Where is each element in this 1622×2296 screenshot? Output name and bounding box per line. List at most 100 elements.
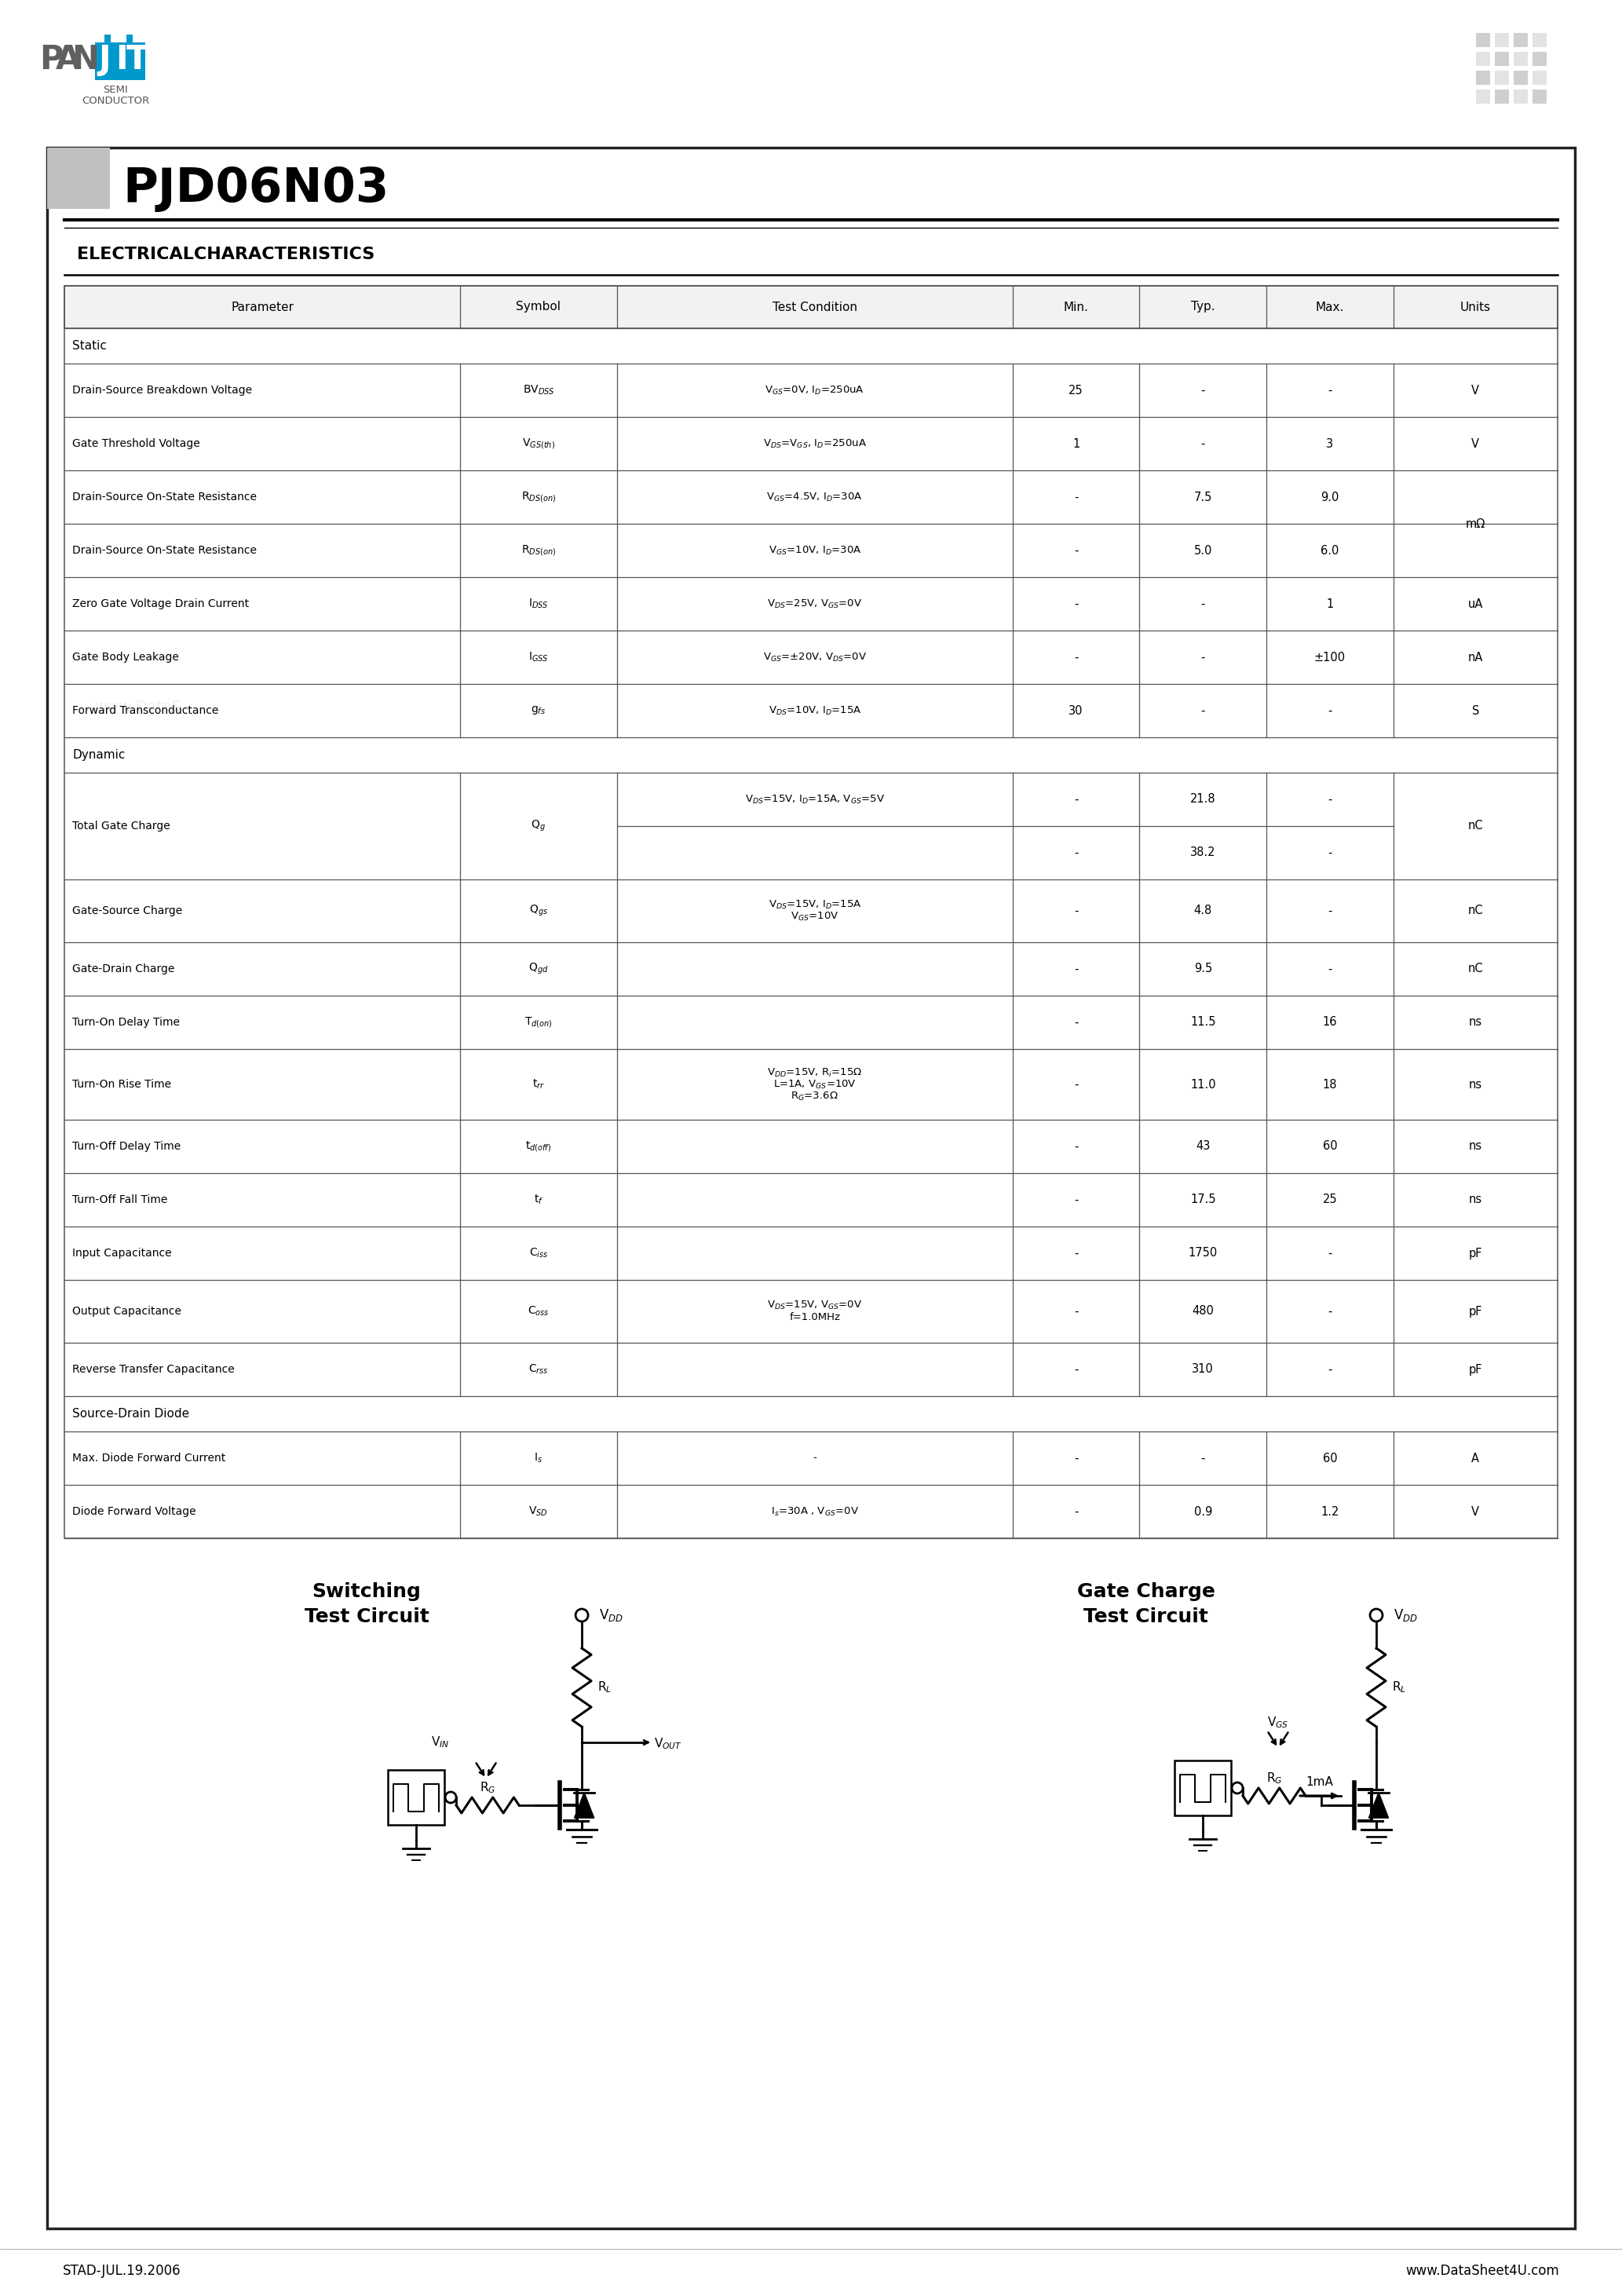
Text: -: - xyxy=(1200,597,1205,611)
Text: Test Circuit: Test Circuit xyxy=(1083,1607,1208,1626)
Text: 9.0: 9.0 xyxy=(1320,491,1340,503)
Text: Q$_{gd}$: Q$_{gd}$ xyxy=(529,962,548,976)
Text: 0.9: 0.9 xyxy=(1194,1506,1212,1518)
Text: Input Capacitance: Input Capacitance xyxy=(73,1247,172,1258)
Text: -: - xyxy=(1074,491,1079,503)
Bar xyxy=(1533,90,1547,103)
Text: Units: Units xyxy=(1460,301,1491,312)
Text: 1mA: 1mA xyxy=(1306,1775,1333,1789)
Text: Source-Drain Diode: Source-Drain Diode xyxy=(73,1407,190,1419)
Text: Test Condition: Test Condition xyxy=(772,301,856,312)
Text: C$_{iss}$: C$_{iss}$ xyxy=(529,1247,548,1261)
Text: V$_{DD}$: V$_{DD}$ xyxy=(1393,1607,1418,1623)
Bar xyxy=(47,147,110,209)
Text: Output Capacitance: Output Capacitance xyxy=(73,1306,182,1318)
Text: Total Gate Charge: Total Gate Charge xyxy=(73,820,170,831)
Bar xyxy=(1533,32,1547,48)
Text: 17.5: 17.5 xyxy=(1191,1194,1216,1205)
Text: Q$_g$: Q$_g$ xyxy=(530,820,547,833)
Text: Turn-Off Delay Time: Turn-Off Delay Time xyxy=(73,1141,180,1153)
Bar xyxy=(65,285,1557,328)
Text: 1: 1 xyxy=(1072,439,1080,450)
Text: uA: uA xyxy=(1468,597,1483,611)
Text: V$_{GS}$=4.5V, I$_D$=30A: V$_{GS}$=4.5V, I$_D$=30A xyxy=(767,491,863,503)
Text: R$_{DS(on)}$: R$_{DS(on)}$ xyxy=(521,489,556,505)
Text: -: - xyxy=(1074,1247,1079,1258)
Text: -: - xyxy=(1074,1194,1079,1205)
Text: -: - xyxy=(1328,705,1332,716)
Text: CONDUCTOR: CONDUCTOR xyxy=(81,96,149,106)
Text: 16: 16 xyxy=(1322,1017,1337,1029)
Text: Max. Diode Forward Current: Max. Diode Forward Current xyxy=(73,1453,225,1463)
Text: -: - xyxy=(1074,1364,1079,1375)
Text: -: - xyxy=(1074,847,1079,859)
Bar xyxy=(1476,71,1491,85)
Bar xyxy=(1476,32,1491,48)
Text: Dynamic: Dynamic xyxy=(73,748,125,760)
Text: -: - xyxy=(1074,597,1079,611)
Text: I: I xyxy=(115,44,128,76)
Text: 310: 310 xyxy=(1192,1364,1213,1375)
Text: V: V xyxy=(1471,1506,1479,1518)
Text: V$_{DS}$=V$_{GS}$, I$_D$=250uA: V$_{DS}$=V$_{GS}$, I$_D$=250uA xyxy=(762,439,866,450)
Text: -: - xyxy=(1200,383,1205,397)
Text: 6.0: 6.0 xyxy=(1320,544,1340,556)
Text: nC: nC xyxy=(1468,962,1483,976)
Text: V$_{GS}$=10V: V$_{GS}$=10V xyxy=(790,912,839,923)
Text: R$_G$=3.6Ω: R$_G$=3.6Ω xyxy=(792,1091,839,1102)
Text: R$_G$: R$_G$ xyxy=(1267,1770,1283,1786)
Text: V$_{GS}$: V$_{GS}$ xyxy=(1267,1715,1289,1731)
Text: V$_{OUT}$: V$_{OUT}$ xyxy=(654,1736,683,1752)
Bar xyxy=(388,1770,444,1825)
Text: Gate Charge: Gate Charge xyxy=(1077,1582,1215,1600)
Polygon shape xyxy=(574,1793,594,1818)
Text: 21.8: 21.8 xyxy=(1191,794,1216,806)
Text: V: V xyxy=(1471,439,1479,450)
Text: -: - xyxy=(1328,847,1332,859)
Bar xyxy=(1476,90,1491,103)
Bar xyxy=(1513,53,1528,67)
Text: Gate-Source Charge: Gate-Source Charge xyxy=(73,905,182,916)
Bar xyxy=(104,34,110,41)
Text: -: - xyxy=(1200,705,1205,716)
Text: R$_{DS(on)}$: R$_{DS(on)}$ xyxy=(521,544,556,558)
Text: Typ.: Typ. xyxy=(1191,301,1215,312)
Bar xyxy=(1174,1761,1231,1816)
Bar xyxy=(1476,53,1491,67)
Text: A: A xyxy=(1471,1453,1479,1465)
Text: nC: nC xyxy=(1468,905,1483,916)
Text: 3: 3 xyxy=(1327,439,1333,450)
Text: V$_{GS(th)}$: V$_{GS(th)}$ xyxy=(522,436,555,450)
Text: ns: ns xyxy=(1470,1079,1483,1091)
Text: 1.2: 1.2 xyxy=(1320,1506,1340,1518)
Text: Min.: Min. xyxy=(1064,301,1088,312)
Text: f=1.0MHz: f=1.0MHz xyxy=(790,1311,840,1322)
Bar xyxy=(1495,53,1508,67)
Text: Turn-Off Fall Time: Turn-Off Fall Time xyxy=(73,1194,167,1205)
Text: 7.5: 7.5 xyxy=(1194,491,1212,503)
Text: Max.: Max. xyxy=(1315,301,1345,312)
Text: I$_{GSS}$: I$_{GSS}$ xyxy=(529,650,548,664)
Text: Gate Body Leakage: Gate Body Leakage xyxy=(73,652,178,664)
Text: L=1A, V$_{GS}$=10V: L=1A, V$_{GS}$=10V xyxy=(774,1079,856,1091)
Text: -: - xyxy=(1328,794,1332,806)
Bar xyxy=(1495,32,1508,48)
Text: 60: 60 xyxy=(1322,1453,1337,1465)
Text: -: - xyxy=(1200,1453,1205,1465)
Polygon shape xyxy=(1369,1793,1388,1818)
Text: R$_L$: R$_L$ xyxy=(597,1681,611,1694)
Text: C$_{rss}$: C$_{rss}$ xyxy=(529,1364,548,1375)
Text: V$_{DS}$=15V, V$_{GS}$=0V: V$_{DS}$=15V, V$_{GS}$=0V xyxy=(767,1300,863,1311)
Text: 38.2: 38.2 xyxy=(1191,847,1216,859)
Text: BV$_{DSS}$: BV$_{DSS}$ xyxy=(522,383,555,397)
Text: -: - xyxy=(1074,794,1079,806)
Bar xyxy=(96,41,146,80)
Text: V$_{DS}$=10V, I$_D$=15A: V$_{DS}$=10V, I$_D$=15A xyxy=(769,705,861,716)
Text: t$_f$: t$_f$ xyxy=(534,1194,543,1205)
Text: I$_s$: I$_s$ xyxy=(534,1451,543,1465)
Text: 5.0: 5.0 xyxy=(1194,544,1212,556)
Text: t$_{rr}$: t$_{rr}$ xyxy=(532,1077,545,1091)
Text: 9.5: 9.5 xyxy=(1194,962,1212,976)
Text: Symbol: Symbol xyxy=(516,301,561,312)
Text: Static: Static xyxy=(73,340,107,351)
